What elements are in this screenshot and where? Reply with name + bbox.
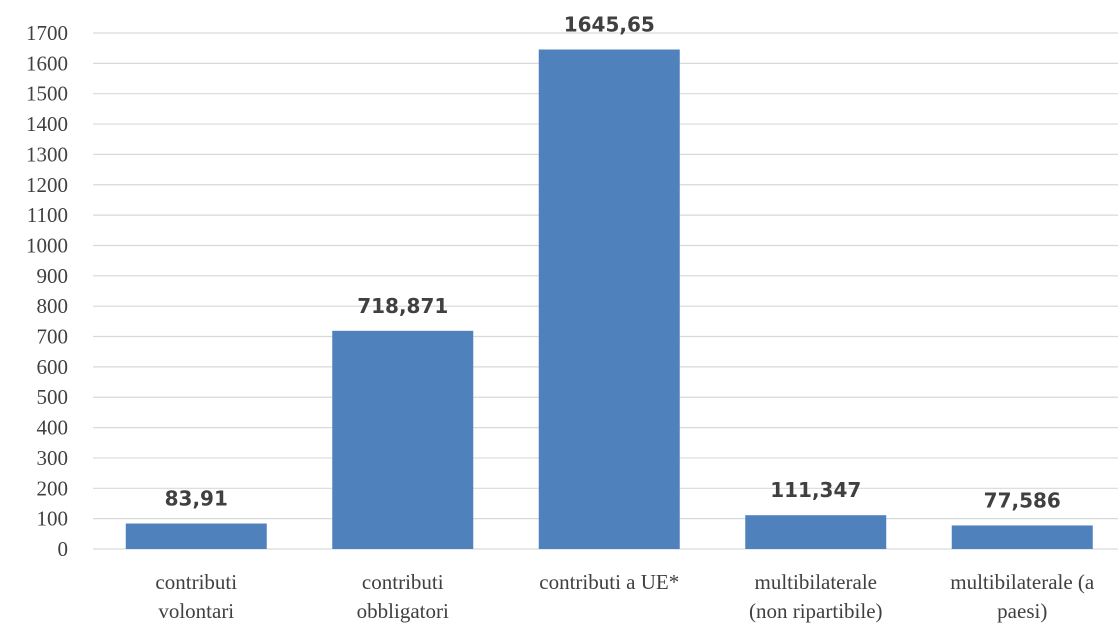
y-tick-label: 1500: [26, 82, 68, 106]
y-tick-label: 1100: [27, 203, 68, 227]
x-tick-label: contributi obbligatori: [357, 570, 449, 623]
x-tick-label-line: multibilaterale (a: [950, 570, 1095, 594]
data-label: 1645,65: [564, 12, 655, 36]
y-axis-ticks: 0 100 200 300 400 500 600 700 800 900 1000 1100 1200…: [26, 21, 68, 561]
y-tick-label: 1300: [26, 142, 68, 166]
y-tick-label: 300: [37, 446, 69, 470]
bar: [125, 523, 267, 549]
bar: [538, 49, 680, 549]
x-tick-label: contributi volontari: [155, 570, 237, 623]
y-tick-label: 600: [37, 355, 69, 379]
x-axis-ticks: contributi volontari contributi obbligatori…: [155, 570, 1095, 623]
x-tick-label-line: contributi: [155, 570, 237, 594]
y-tick-label: 100: [37, 507, 69, 531]
bar: [332, 330, 474, 549]
y-tick-label: 500: [37, 385, 69, 409]
data-label: 111,347: [770, 478, 861, 502]
bars: [125, 49, 1093, 549]
x-tick-label: multibilaterale (a paesi): [950, 570, 1095, 623]
x-tick-label-line: paesi): [997, 599, 1047, 623]
bar: [951, 525, 1093, 549]
x-tick-label-line: multibilaterale: [755, 570, 877, 594]
x-tick-label: multibilaterale (non ripartibile): [749, 570, 883, 623]
y-tick-label: 700: [37, 325, 69, 349]
x-tick-label-line: volontari: [158, 599, 234, 623]
y-tick-label: 800: [37, 294, 69, 318]
y-tick-label: 200: [37, 476, 69, 500]
data-label: 83,91: [165, 487, 228, 511]
x-tick-label: contributi a UE*: [539, 570, 679, 594]
x-tick-label-line: contributi a UE*: [539, 570, 679, 594]
y-tick-label: 1400: [26, 112, 68, 136]
x-tick-label-line: (non ripartibile): [749, 599, 883, 623]
y-tick-label: 400: [37, 416, 69, 440]
data-label: 77,586: [984, 488, 1061, 512]
bar: [745, 515, 887, 549]
y-tick-label: 1000: [26, 233, 68, 257]
x-tick-label-line: obbligatori: [357, 599, 449, 623]
y-tick-label: 1600: [26, 51, 68, 75]
y-tick-label: 0: [58, 537, 69, 561]
data-label: 718,871: [357, 294, 448, 318]
y-tick-label: 1200: [26, 173, 68, 197]
data-labels: 83,91 718,871 1645,65 111,347 77,586: [165, 12, 1061, 512]
y-tick-label: 900: [37, 264, 69, 288]
x-tick-label-line: contributi: [362, 570, 444, 594]
y-tick-label: 1700: [26, 21, 68, 45]
